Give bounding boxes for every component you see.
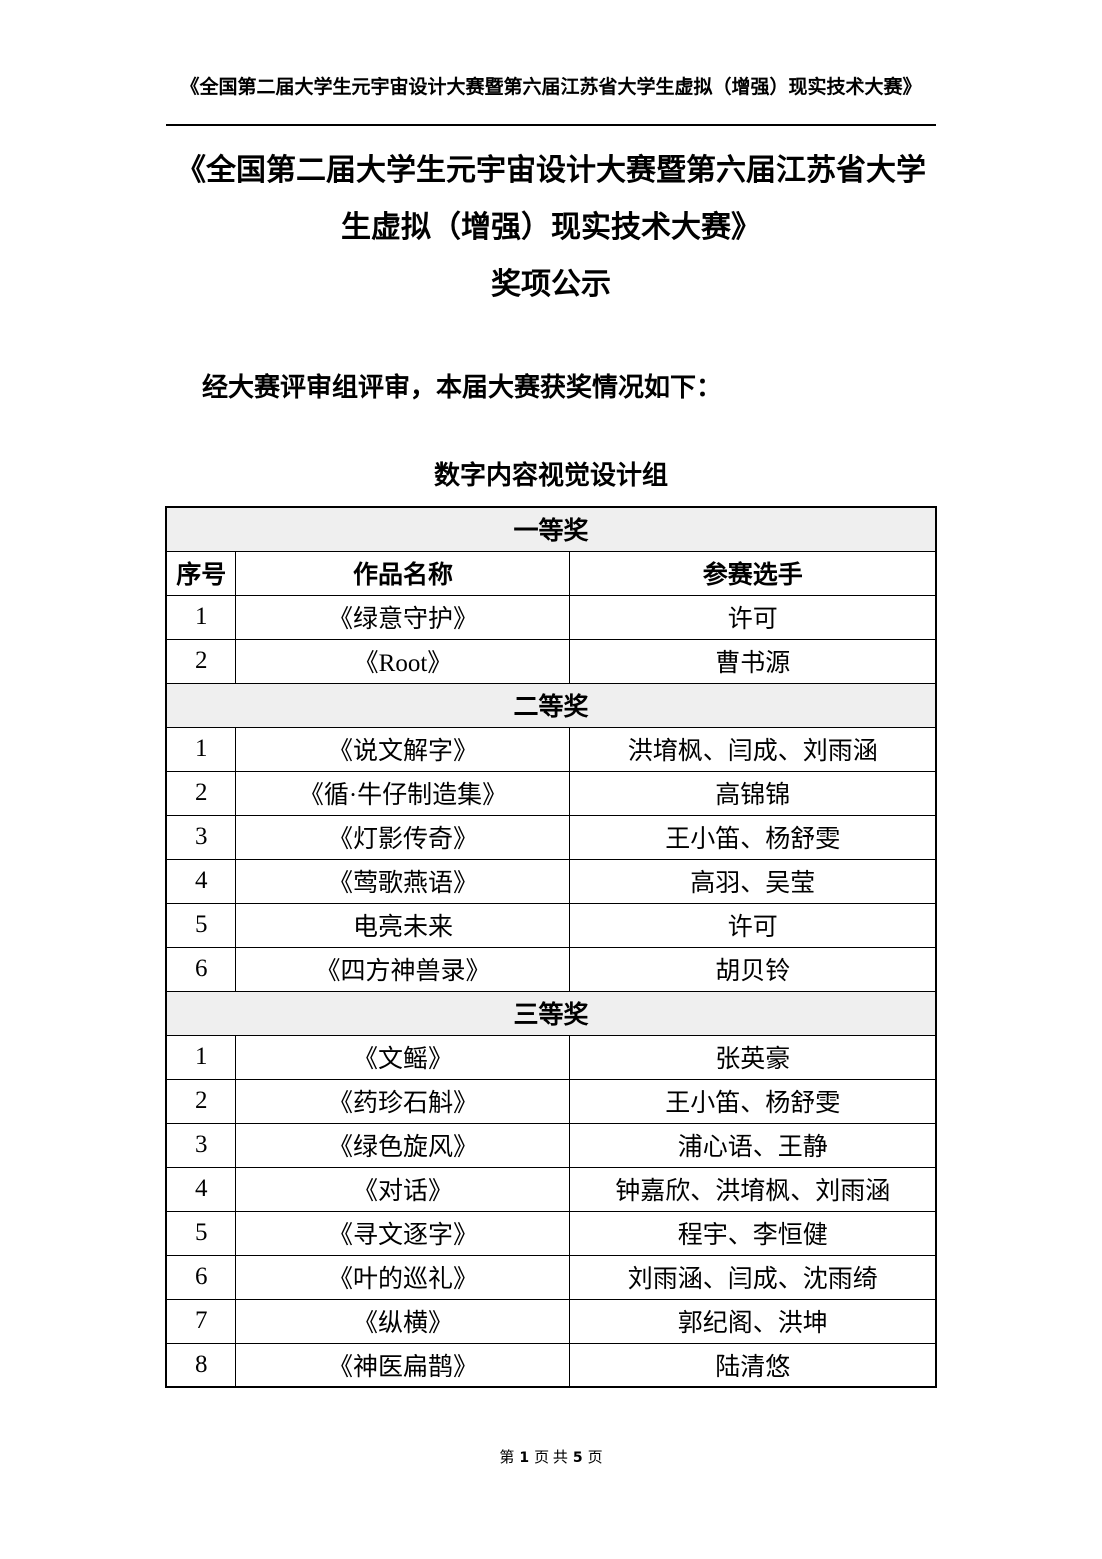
award-entry-row: 1 《说文解字》 洪堉枫、闫成、刘雨涵 (165, 726, 937, 772)
row-number-cell: 6 (165, 946, 237, 992)
work-title-cell: 《四方神兽录》 (235, 946, 571, 992)
award-entry-row: 2 《药珍石斛》 王小笛、杨舒雯 (165, 1078, 937, 1124)
award-entry-row: 1 《绿意守护》 许可 (165, 594, 937, 640)
awards-table: 一等奖 序号 作品名称 参赛选手 1 《绿意守护》 许可 2 《Root》 曹书源 二等奖 1 《说文解… (164, 506, 938, 1388)
contestants-cell: 程宇、李恒健 (569, 1210, 937, 1256)
contestants-cell: 洪堉枫、闫成、刘雨涵 (569, 726, 937, 772)
row-number-cell: 4 (165, 858, 237, 904)
row-number-cell: 3 (165, 1122, 237, 1168)
group-title: 数字内容视觉设计组 (433, 461, 668, 490)
work-title-cell: 电亮未来 (235, 902, 571, 948)
contestants-cell: 陆清悠 (569, 1342, 937, 1388)
column-header: 序号 (165, 550, 237, 596)
header-title-text: 《全国第二届大学生元宇宙设计大赛暨第六届江苏省大学生虚拟（增强）现实技术大赛》 (180, 77, 922, 98)
work-title-cell: 《叶的巡礼》 (235, 1254, 571, 1300)
award-entry-row: 5 电亮未来 许可 (165, 902, 937, 948)
contestants-cell: 刘雨涵、闫成、沈雨绮 (569, 1254, 937, 1300)
row-number-cell: 8 (165, 1342, 237, 1388)
award-tier-label: 三等奖 (165, 990, 937, 1036)
contestants-cell: 许可 (569, 902, 937, 948)
award-tier-row: 一等奖 (165, 506, 937, 552)
award-tier-row: 三等奖 (165, 990, 937, 1036)
award-entry-row: 8 《神医扁鹊》 陆清悠 (165, 1342, 937, 1388)
contestants-cell: 高羽、吴莹 (569, 858, 937, 904)
work-title-cell: 《寻文逐字》 (235, 1210, 571, 1256)
row-number-cell: 1 (165, 726, 237, 772)
footer-suffix: 页 (587, 1450, 603, 1466)
work-title-cell: 《药珍石斛》 (235, 1078, 571, 1124)
title-line-3: 奖项公示 (491, 268, 611, 301)
document-header: 《全国第二届大学生元宇宙设计大赛暨第六届江苏省大学生虚拟（增强）现实技术大赛》 (166, 0, 936, 126)
row-number-cell: 6 (165, 1254, 237, 1300)
contestants-cell: 许可 (569, 594, 937, 640)
work-title-cell: 《纵横》 (235, 1298, 571, 1344)
award-tier-label: 二等奖 (165, 682, 937, 728)
row-number-cell: 2 (165, 638, 237, 684)
work-title-cell: 《莺歌燕语》 (235, 858, 571, 904)
contestants-cell: 曹书源 (569, 638, 937, 684)
title-line-1: 《全国第二届大学生元宇宙设计大赛暨第六届江苏省大学 (176, 154, 926, 187)
work-title-cell: 《循·牛仔制造集》 (235, 770, 571, 816)
footer-infix: 页 共 (534, 1450, 568, 1466)
work-title-cell: 《神医扁鹊》 (235, 1342, 571, 1388)
work-title-cell: 《绿意守护》 (235, 594, 571, 640)
title-line-2: 生虚拟（增强）现实技术大赛》 (341, 211, 761, 244)
footer-prefix: 第 (499, 1450, 515, 1466)
award-entry-row: 2 《循·牛仔制造集》 高锦锦 (165, 770, 937, 816)
award-entry-row: 3 《灯影传奇》 王小笛、杨舒雯 (165, 814, 937, 860)
award-tier-row: 二等奖 (165, 682, 937, 728)
contestants-cell: 王小笛、杨舒雯 (569, 1078, 937, 1124)
row-number-cell: 5 (165, 1210, 237, 1256)
work-title-cell: 《说文解字》 (235, 726, 571, 772)
contestants-cell: 浦心语、王静 (569, 1122, 937, 1168)
contestants-cell: 王小笛、杨舒雯 (569, 814, 937, 860)
row-number-cell: 1 (165, 594, 237, 640)
current-page-number: 1 (519, 1450, 530, 1466)
row-number-cell: 3 (165, 814, 237, 860)
award-entry-row: 3 《绿色旋风》 浦心语、王静 (165, 1122, 937, 1168)
total-page-count: 5 (572, 1450, 583, 1466)
awards-table-body: 一等奖 序号 作品名称 参赛选手 1 《绿意守护》 许可 2 《Root》 曹书源 二等奖 1 《说文解… (165, 506, 937, 1388)
work-title-cell: 《Root》 (235, 638, 571, 684)
intro-paragraph: 经大赛评审组评审，本届大赛获奖情况如下： (202, 373, 723, 402)
award-tier-label: 一等奖 (165, 506, 937, 552)
document-title: 《全国第二届大学生元宇宙设计大赛暨第六届江苏省大学 生虚拟（增强）现实技术大赛》… (166, 142, 936, 313)
contestants-cell: 张英豪 (569, 1034, 937, 1080)
contestants-cell: 胡贝铃 (569, 946, 937, 992)
work-title-cell: 《绿色旋风》 (235, 1122, 571, 1168)
contestants-cell: 高锦锦 (569, 770, 937, 816)
row-number-cell: 2 (165, 1078, 237, 1124)
award-entry-row: 2 《Root》 曹书源 (165, 638, 937, 684)
work-title-cell: 《灯影传奇》 (235, 814, 571, 860)
award-entry-row: 6 《叶的巡礼》 刘雨涵、闫成、沈雨绮 (165, 1254, 937, 1300)
column-header-row: 序号 作品名称 参赛选手 (165, 550, 937, 596)
row-number-cell: 5 (165, 902, 237, 948)
award-entry-row: 4 《莺歌燕语》 高羽、吴莹 (165, 858, 937, 904)
award-entry-row: 1 《文鳐》 张英豪 (165, 1034, 937, 1080)
award-entry-row: 7 《纵横》 郭纪阁、洪坤 (165, 1298, 937, 1344)
row-number-cell: 1 (165, 1034, 237, 1080)
row-number-cell: 7 (165, 1298, 237, 1344)
column-header: 参赛选手 (569, 550, 937, 596)
column-header: 作品名称 (235, 550, 571, 596)
contestants-cell: 郭纪阁、洪坤 (569, 1298, 937, 1344)
contestants-cell: 钟嘉欣、洪堉枫、刘雨涵 (569, 1166, 937, 1212)
row-number-cell: 4 (165, 1166, 237, 1212)
work-title-cell: 《对话》 (235, 1166, 571, 1212)
award-entry-row: 4 《对话》 钟嘉欣、洪堉枫、刘雨涵 (165, 1166, 937, 1212)
row-number-cell: 2 (165, 770, 237, 816)
award-entry-row: 6 《四方神兽录》 胡贝铃 (165, 946, 937, 992)
work-title-cell: 《文鳐》 (235, 1034, 571, 1080)
award-entry-row: 5 《寻文逐字》 程宇、李恒健 (165, 1210, 937, 1256)
